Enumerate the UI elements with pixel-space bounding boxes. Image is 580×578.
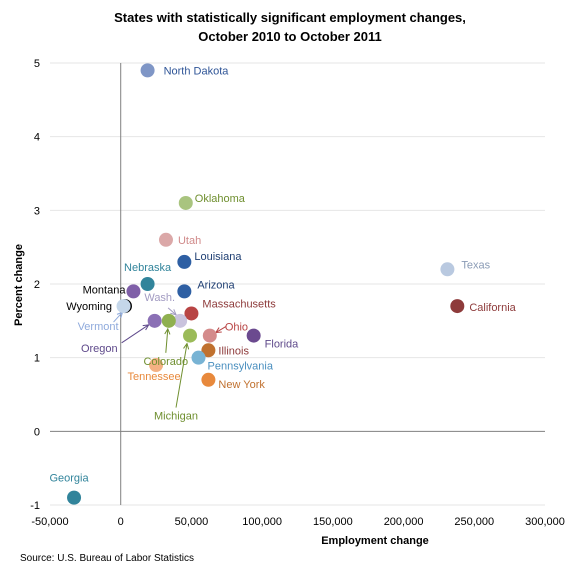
tick-labels: -1 0 1 2 3 4 5 -50,000 0 50,000 100,000 150,000 200,…	[30, 58, 565, 528]
data-label: Michigan	[154, 411, 198, 423]
data-label: Nebraska	[124, 262, 172, 274]
data-point-utah	[158, 232, 173, 247]
y-tick-label: 1	[34, 353, 40, 365]
y-tick-label: 2	[34, 279, 40, 291]
connector-arrowhead	[142, 324, 150, 331]
data-label: Utah	[178, 235, 201, 247]
data-point-michigan	[183, 328, 198, 343]
data-point-colorado	[161, 313, 176, 328]
data-point-texas	[440, 262, 455, 277]
data-label: Colorado	[143, 356, 188, 368]
data-label: Oklahoma	[195, 193, 246, 205]
data-label: Wyoming	[66, 301, 112, 313]
data-label: Arizona	[197, 279, 235, 291]
x-axis-title: Employment change	[321, 535, 429, 547]
connector-line	[121, 324, 149, 344]
data-point-florida	[246, 328, 261, 343]
data-label: Florida	[265, 339, 300, 351]
y-tick-label: 4	[34, 132, 40, 144]
gridlines	[50, 62, 545, 506]
data-points	[67, 63, 465, 505]
y-tick-label: 0	[34, 426, 40, 438]
annotation-arrows	[113, 307, 227, 408]
data-label: Tennessee	[127, 371, 180, 383]
data-label: Oregon	[81, 343, 118, 355]
data-point-georgia	[67, 490, 82, 505]
chart-title: States with statistically significant em…	[114, 10, 466, 25]
data-label: New York	[218, 379, 265, 391]
data-label: California	[469, 302, 516, 314]
connector-line	[167, 307, 177, 316]
data-point-illinois	[201, 343, 216, 358]
y-tick-label: 3	[34, 205, 40, 217]
x-tick-label: 250,000	[454, 516, 494, 528]
data-point-oklahoma	[178, 195, 193, 210]
data-point-tennessee	[149, 358, 164, 373]
x-tick-label: 100,000	[242, 516, 282, 528]
data-label: Louisiana	[194, 251, 242, 263]
axes	[50, 63, 545, 505]
data-label: Wash.	[144, 292, 175, 304]
x-tick-label: 150,000	[313, 516, 353, 528]
data-point-oregon	[147, 313, 162, 328]
chart-subtitle: October 2010 to October 2011	[198, 29, 382, 44]
data-point-nebraska	[140, 277, 155, 291]
point-labels: North Dakota Oklahoma Utah Louisiana Nebrask…	[49, 65, 516, 484]
connector-line	[113, 311, 123, 323]
data-label: Massachusetts	[202, 298, 276, 310]
source-note: Source: U.S. Bureau of Labor Statistics	[20, 553, 194, 564]
x-tick-label: -50,000	[31, 516, 68, 528]
data-point-california	[450, 299, 465, 314]
data-point-pennsylvania	[191, 350, 206, 365]
x-tick-label: 300,000	[525, 516, 565, 528]
data-point-new-york	[201, 372, 216, 387]
y-axis-title: Percent change	[13, 244, 25, 326]
data-point-wash-	[173, 313, 188, 328]
connector-line	[175, 343, 188, 408]
data-point-north-dakota	[140, 63, 155, 78]
data-label: North Dakota	[164, 65, 230, 77]
connector-arrowhead	[164, 327, 171, 335]
x-tick-label: 200,000	[384, 516, 424, 528]
data-point-vermont	[116, 299, 131, 314]
y-tick-label: -1	[30, 500, 40, 512]
data-point-ohio	[202, 328, 217, 343]
data-label: Ohio	[225, 322, 248, 334]
data-label: Illinois	[218, 345, 249, 357]
data-point-louisiana	[177, 254, 192, 269]
data-point-montana	[126, 284, 141, 299]
connector-line	[165, 328, 169, 353]
y-tick-label: 5	[34, 58, 40, 70]
data-label: Vermont	[78, 321, 119, 333]
connector-line	[215, 326, 227, 333]
data-point-arizona	[177, 284, 192, 299]
data-label: Pennsylvania	[208, 361, 274, 373]
x-tick-label: 0	[118, 516, 124, 528]
data-point-massachusetts	[184, 306, 199, 321]
data-label: Georgia	[49, 473, 89, 485]
connector-arrowhead	[183, 342, 190, 350]
data-label: Montana	[83, 284, 127, 296]
data-label: Texas	[461, 259, 490, 271]
x-tick-label: 50,000	[175, 516, 209, 528]
connector-arrowhead	[170, 309, 177, 316]
